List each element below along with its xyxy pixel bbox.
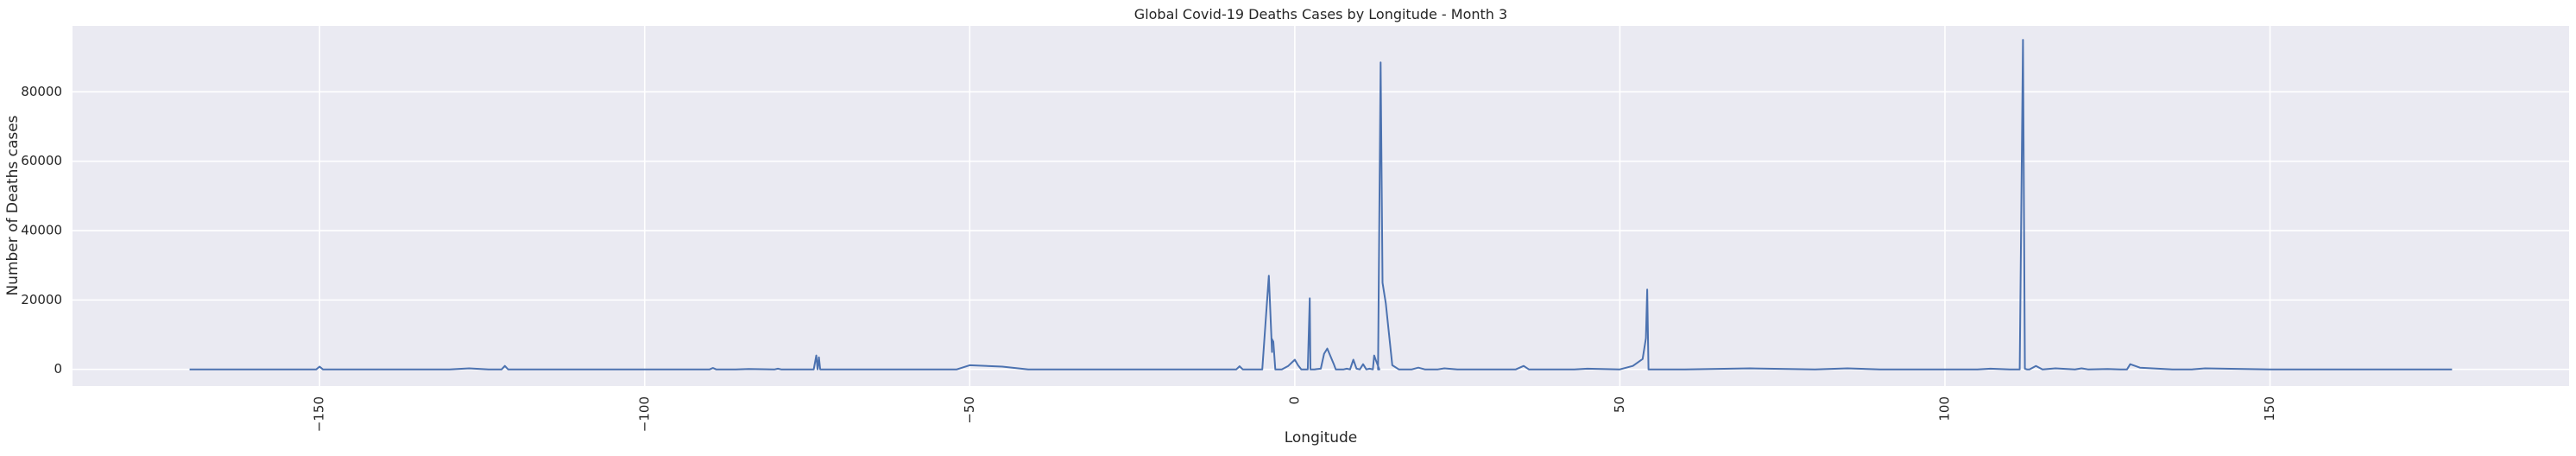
y-tick-label: 40000 — [21, 223, 62, 238]
plot-area — [73, 26, 2569, 386]
x-tick-label: 100 — [1937, 396, 1953, 421]
tick-labels: −150 −100 −50 0 50 100 150 0 20000 40000 60000 8000… — [21, 84, 2277, 432]
x-tick-label: 50 — [1612, 396, 1627, 413]
x-tick-label: −50 — [962, 396, 977, 424]
y-tick-label: 20000 — [21, 292, 62, 307]
x-axis-label: Longitude — [1285, 429, 1358, 446]
x-tick-label: 0 — [1286, 396, 1302, 405]
x-tick-label: 150 — [2262, 396, 2277, 421]
y-tick-label: 60000 — [21, 153, 62, 168]
grid — [73, 26, 2569, 386]
series-layer — [189, 39, 2453, 370]
x-tick-label: −100 — [636, 396, 652, 432]
x-tick-label: −150 — [312, 396, 327, 432]
chart-title: Global Covid-19 Deaths Cases by Longitud… — [1134, 6, 1507, 22]
y-tick-label: 0 — [54, 361, 62, 377]
y-axis-label: Number of Deaths cases — [4, 115, 22, 295]
series-line — [189, 39, 2453, 370]
y-tick-label: 80000 — [21, 84, 62, 99]
